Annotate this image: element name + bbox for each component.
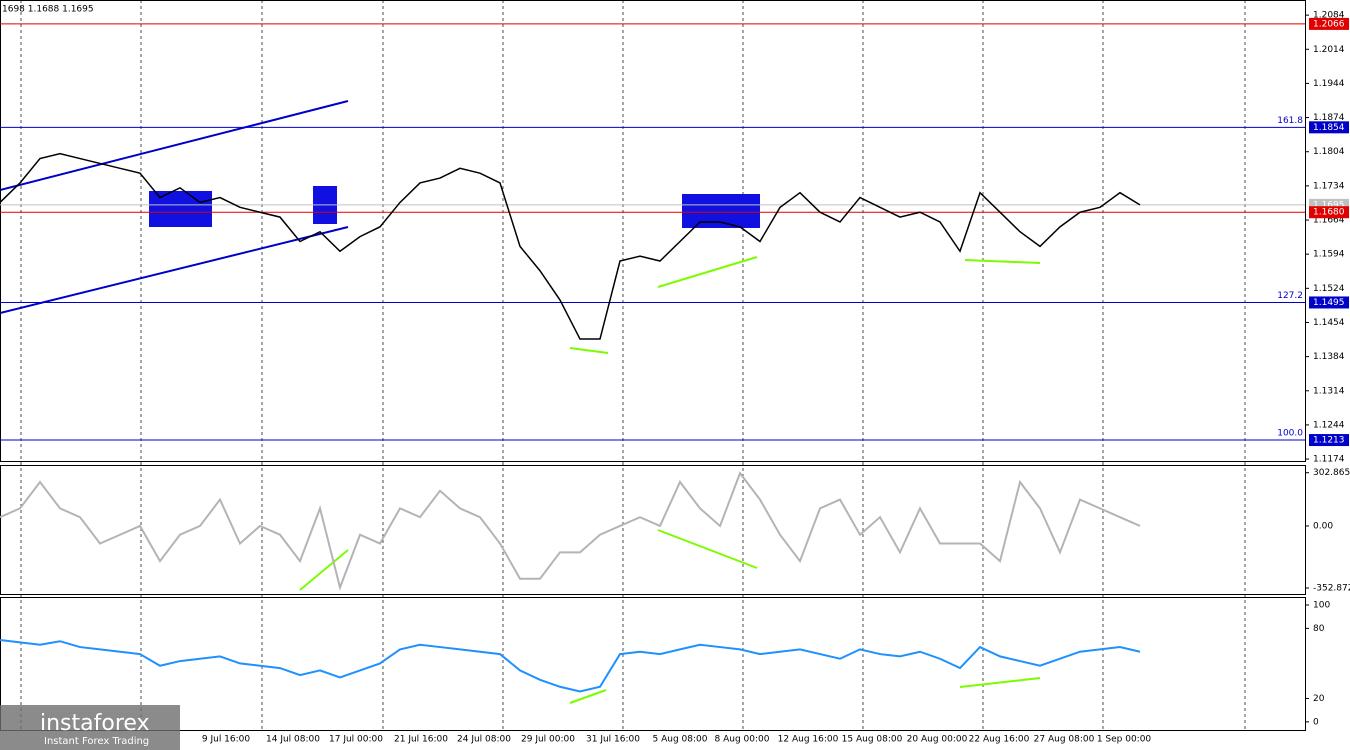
level-tag	[1309, 17, 1349, 30]
watermark: instaforex Instant Forex Trading	[0, 705, 180, 750]
x-tick-label: 14 Jul 08:00	[266, 735, 320, 745]
x-tick-label: 5 Aug 08:00	[653, 735, 708, 745]
y-tick-label: 0.00	[1313, 521, 1333, 531]
y-tick-label: 1.1174	[1313, 455, 1345, 465]
level-label: 1.1854	[1313, 123, 1345, 133]
x-tick-label: 9 Jul 16:00	[202, 735, 251, 745]
level-tag	[1309, 434, 1349, 447]
x-tick-label: 1 Sep 00:00	[1097, 735, 1152, 745]
y-tick-label: 1.1384	[1313, 352, 1345, 362]
y-tick-label: 302.8654	[1313, 468, 1350, 478]
y-tick-label: 1.2084	[1313, 11, 1345, 21]
x-tick-label: 17 Jul 00:00	[329, 735, 383, 745]
fib-label: 127.2	[1277, 291, 1303, 301]
x-tick-label: 27 Aug 08:00	[1034, 735, 1095, 745]
x-tick-label: 12 Aug 16:00	[778, 735, 839, 745]
y-tick-label: 0	[1313, 717, 1319, 727]
y-tick-label: 1.1804	[1313, 147, 1345, 157]
watermark-brand: instaforex	[40, 711, 150, 736]
time-grid	[20, 0, 1246, 730]
y-tick-label: 1.2014	[1313, 45, 1345, 55]
y-tick-label: 80	[1313, 624, 1325, 634]
x-tick-label: 15 Aug 08:00	[842, 735, 903, 745]
y-tick-label: 1.1664	[1313, 216, 1345, 226]
y-tick-label: 1.1314	[1313, 386, 1345, 396]
y-tick-label: 1.1244	[1313, 420, 1345, 430]
level-tag	[1309, 296, 1349, 309]
level-tag	[1309, 121, 1349, 134]
fib-label: 161.8	[1277, 116, 1303, 126]
level-label: 1.1680	[1313, 208, 1345, 218]
y-tick-label: -352.872	[1313, 583, 1350, 593]
x-tick-label: 31 Jul 16:00	[586, 735, 640, 745]
x-tick-label: 29 Jul 00:00	[521, 735, 575, 745]
level-tag	[1309, 206, 1349, 219]
time-labels: 9 Jul 16:00 14 Jul 08:00 17 Jul 00:00 21 Ju…	[202, 735, 1152, 745]
series-line	[0, 639, 1141, 693]
x-tick-label: 22 Aug 16:00	[969, 735, 1030, 745]
annotations	[0, 100, 1041, 704]
x-tick-label: 20 Aug 00:00	[907, 735, 968, 745]
series-line	[0, 471, 1141, 591]
x-tick-label: 24 Jul 08:00	[457, 735, 511, 745]
level-label: 1.2066	[1313, 19, 1345, 29]
level-label: 1.1213	[1313, 436, 1345, 446]
y-tick-label: 1.1524	[1313, 284, 1345, 294]
level-label: 1.1695	[1313, 200, 1345, 210]
x-tick-label: 8 Aug 00:00	[715, 735, 770, 745]
y-tick-label: 20	[1313, 694, 1325, 704]
y-tick-label: 1.1594	[1313, 250, 1345, 260]
watermark-tagline: Instant Forex Trading	[44, 736, 149, 747]
y-tick-label: 1.1454	[1313, 318, 1345, 328]
fib-label: 100.0	[1277, 429, 1303, 439]
series-line	[0, 152, 1141, 340]
y-tick-label: 1.1734	[1313, 181, 1345, 191]
header: 1698 1.1688 1.1695	[2, 5, 94, 15]
y-tick-label: 1.1944	[1313, 79, 1345, 89]
frames	[0, 0, 1306, 731]
level-label: 1.1495	[1313, 298, 1345, 308]
x-tick-label: 21 Jul 16:00	[394, 735, 448, 745]
y-tick-label: 100	[1313, 601, 1330, 611]
y-tick-label: 1.1874	[1313, 113, 1345, 123]
